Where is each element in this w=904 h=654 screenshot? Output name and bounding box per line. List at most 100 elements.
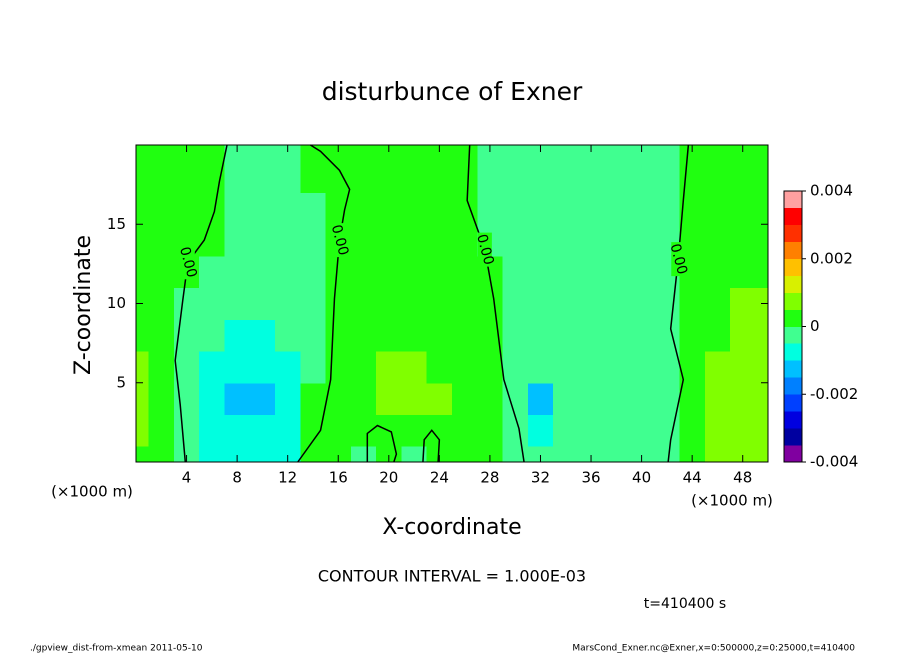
colorbar-band [784, 428, 802, 446]
chart-title: disturbunce of Exner [322, 77, 583, 106]
field-cell [755, 160, 769, 194]
field-cell [603, 351, 630, 384]
field-cell [755, 192, 769, 225]
field-cell [148, 446, 175, 463]
field-cell [477, 446, 504, 463]
field-cell [654, 446, 681, 463]
colorbar-band [784, 292, 802, 310]
colorbar-band [784, 394, 802, 412]
field-cell [300, 224, 327, 257]
field-cell [249, 255, 276, 289]
field-cell [578, 224, 605, 257]
field-cell [249, 192, 276, 225]
field-cell [527, 145, 554, 162]
field-cell [136, 192, 150, 225]
field-cell [755, 382, 769, 415]
field-cell [376, 319, 402, 352]
field-cell [376, 192, 402, 225]
contour-label: 0.00 [473, 232, 497, 266]
field-cell [199, 414, 225, 447]
field-cell [704, 287, 731, 320]
field-cell [704, 351, 731, 384]
field-cell [224, 351, 251, 384]
field-cell [553, 446, 579, 463]
field-cell [578, 192, 605, 225]
field-cell [136, 255, 150, 289]
field-cell [376, 160, 402, 194]
field-cell [452, 224, 478, 257]
field-cell [401, 160, 428, 194]
field-cell [628, 287, 655, 320]
colorbar-band [784, 224, 802, 243]
field-cell [452, 287, 478, 320]
field-cell [325, 145, 352, 162]
field-cell [350, 192, 377, 225]
field-cell [477, 414, 504, 447]
field-cell [148, 145, 175, 162]
field-cell [553, 192, 579, 225]
field-cell [249, 224, 276, 257]
field-cell [401, 414, 428, 447]
colorbar-tick-label: 0 [810, 317, 820, 335]
field-cell [477, 287, 504, 320]
field-cell [452, 414, 478, 447]
field-cell [350, 255, 377, 289]
field-cell [755, 255, 769, 289]
field-cell [376, 351, 402, 384]
field-cell [350, 145, 377, 162]
field-cell [502, 287, 529, 320]
field-cell [628, 192, 655, 225]
field-cell [755, 414, 769, 447]
field-cell [628, 319, 655, 352]
field-cell [502, 351, 529, 384]
contour-label-bg [332, 223, 347, 258]
field-cell [654, 382, 681, 415]
field-cell [730, 255, 756, 289]
field-cell [704, 382, 731, 415]
field-cell [350, 414, 377, 447]
field-cell [426, 382, 453, 415]
colorbar-band [784, 360, 802, 378]
field-cell [730, 446, 756, 463]
field-cell [628, 446, 655, 463]
colorbar-band [784, 207, 802, 226]
field-cell [527, 446, 554, 463]
field-cell [628, 382, 655, 415]
field-cell [426, 192, 453, 225]
field-cell [603, 192, 630, 225]
field-cell [350, 351, 377, 384]
colorbar-band [784, 275, 802, 293]
field-cell [148, 382, 175, 415]
field-cell [275, 382, 301, 415]
field-cell [553, 224, 579, 257]
field-cell [401, 255, 428, 289]
colorbar-tick-label: -0.004 [810, 453, 858, 471]
colorbar-band [784, 445, 802, 463]
y-tick-label: 5 [116, 373, 126, 391]
field-cell [654, 414, 681, 447]
colorbar-band [784, 241, 802, 260]
field-cell [401, 287, 428, 320]
field-cell [136, 382, 150, 415]
x-unit-label: (×1000 m) [691, 492, 773, 510]
field-cell [578, 382, 605, 415]
contours: 0.00 0.00 0.00 0.00 [174, 144, 690, 463]
field-cell [704, 224, 731, 257]
field-cell [730, 192, 756, 225]
field-cell [350, 382, 377, 415]
field-cell [224, 414, 251, 447]
field-cell [300, 319, 327, 352]
field-cell [654, 145, 681, 162]
field-cell [350, 224, 377, 257]
contour-line [422, 429, 441, 463]
field-cell [224, 160, 251, 194]
field-cell [603, 414, 630, 447]
field-cell [527, 414, 554, 447]
colorbar-tick-label: 0.002 [810, 249, 853, 267]
field-cell [148, 255, 175, 289]
field-cell [426, 446, 453, 463]
field-cell [376, 287, 402, 320]
field-cell [704, 414, 731, 447]
field-cell [452, 255, 478, 289]
field-cell [527, 319, 554, 352]
